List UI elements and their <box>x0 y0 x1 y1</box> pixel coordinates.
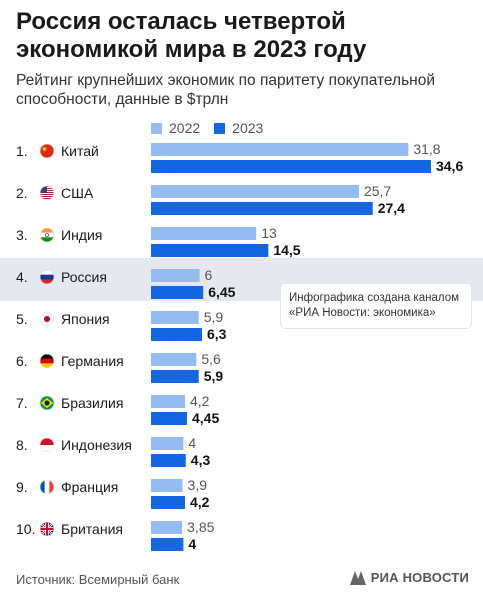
country-label: Индонезия <box>61 437 132 453</box>
rank-label: 4. <box>16 269 28 285</box>
legend-swatch-2022 <box>151 122 162 134</box>
value-label-2022: 25,7 <box>364 183 391 199</box>
value-label-2023: 4,45 <box>192 410 219 426</box>
value-label-2022: 4,2 <box>190 393 210 409</box>
value-label-2023: 4,2 <box>190 494 210 510</box>
bar-2022 <box>151 311 199 324</box>
value-label-2022: 4 <box>188 435 196 451</box>
ria-logo-icon <box>349 570 366 585</box>
value-label-2023: 5,9 <box>204 368 224 384</box>
ria-logo: РИА НОВОСТИ <box>349 570 469 585</box>
uk-flag-icon <box>39 521 55 537</box>
country-label: Китай <box>61 143 99 159</box>
value-label-2022: 3,9 <box>188 477 208 493</box>
bar-2022 <box>151 227 257 240</box>
germany-flag-icon <box>39 353 55 369</box>
value-label-2022: 6 <box>205 267 213 283</box>
brazil-flag-icon <box>39 395 55 411</box>
bar-2022 <box>151 521 183 534</box>
country-label: Британия <box>61 521 123 537</box>
bar-2023 <box>151 496 185 509</box>
bar-2023 <box>151 160 431 173</box>
bar-2023 <box>151 412 188 425</box>
chart-title: Россия осталась четвертой экономикой мир… <box>16 8 367 63</box>
value-label-2023: 14,5 <box>273 242 300 258</box>
value-label-2022: 5,6 <box>201 351 221 367</box>
value-label-2022: 3,85 <box>187 519 214 535</box>
bar-2022 <box>151 143 409 156</box>
rank-label: 7. <box>16 395 28 411</box>
legend-swatch-2023 <box>214 122 226 134</box>
country-label: Россия <box>61 269 107 285</box>
country-label: США <box>61 185 94 201</box>
logo-text: РИА НОВОСТИ <box>370 570 469 585</box>
india-flag-icon <box>39 227 55 243</box>
rank-label: 9. <box>16 479 28 495</box>
country-label: Бразилия <box>61 395 123 411</box>
value-label-2023: 6,45 <box>208 284 235 300</box>
bar-2023 <box>151 286 204 299</box>
value-label-2023: 34,6 <box>436 158 463 174</box>
bar-2022 <box>151 395 185 408</box>
source-text: Источник: Всемирный банк <box>16 572 180 587</box>
infographic-note: Инфографика создана каналом «РИА Новости… <box>281 284 471 328</box>
rank-label: 5. <box>16 311 28 327</box>
legend-item-2022: 2022 <box>151 120 200 136</box>
bar-2022 <box>151 269 200 282</box>
bar-2022 <box>151 479 183 492</box>
bar-2023 <box>151 328 202 341</box>
value-label-2023: 4,3 <box>191 452 211 468</box>
value-label-2023: 27,4 <box>378 200 405 216</box>
country-label: Япония <box>61 311 110 327</box>
country-label: Германия <box>61 353 124 369</box>
russia-flag-icon <box>39 269 55 285</box>
legend-label-2022: 2022 <box>169 120 201 136</box>
legend-item-2023: 2023 <box>214 120 263 136</box>
rank-label: 3. <box>16 227 28 243</box>
china-flag-icon <box>39 143 55 159</box>
value-label-2022: 5,9 <box>204 309 224 325</box>
rank-label: 10. <box>16 521 35 537</box>
indonesia-flag-icon <box>39 437 55 453</box>
bar-2022 <box>151 437 184 450</box>
value-label-2023: 6,3 <box>207 326 227 342</box>
bar-2023 <box>151 370 199 383</box>
france-flag-icon <box>39 479 55 495</box>
chart-subtitle: Рейтинг крупнейших экономик по паритету … <box>16 72 435 108</box>
usa-flag-icon <box>39 185 55 201</box>
value-label-2022: 31,8 <box>413 141 440 157</box>
rank-label: 6. <box>16 353 28 369</box>
bar-2023 <box>151 202 373 215</box>
value-label-2023: 4 <box>188 536 196 552</box>
value-label-2022: 13 <box>261 225 277 241</box>
bar-2022 <box>151 185 359 198</box>
japan-flag-icon <box>39 311 55 327</box>
rank-label: 8. <box>16 437 28 453</box>
bar-2023 <box>151 538 184 551</box>
legend-label-2023: 2023 <box>232 120 264 136</box>
rank-label: 1. <box>16 143 28 159</box>
legend: 2022 2023 <box>151 120 263 136</box>
rank-label: 2. <box>16 185 28 201</box>
bar-2023 <box>151 454 186 467</box>
bar-2023 <box>151 244 269 257</box>
bar-2022 <box>151 353 197 366</box>
country-label: Франция <box>61 479 118 495</box>
country-label: Индия <box>61 227 102 243</box>
